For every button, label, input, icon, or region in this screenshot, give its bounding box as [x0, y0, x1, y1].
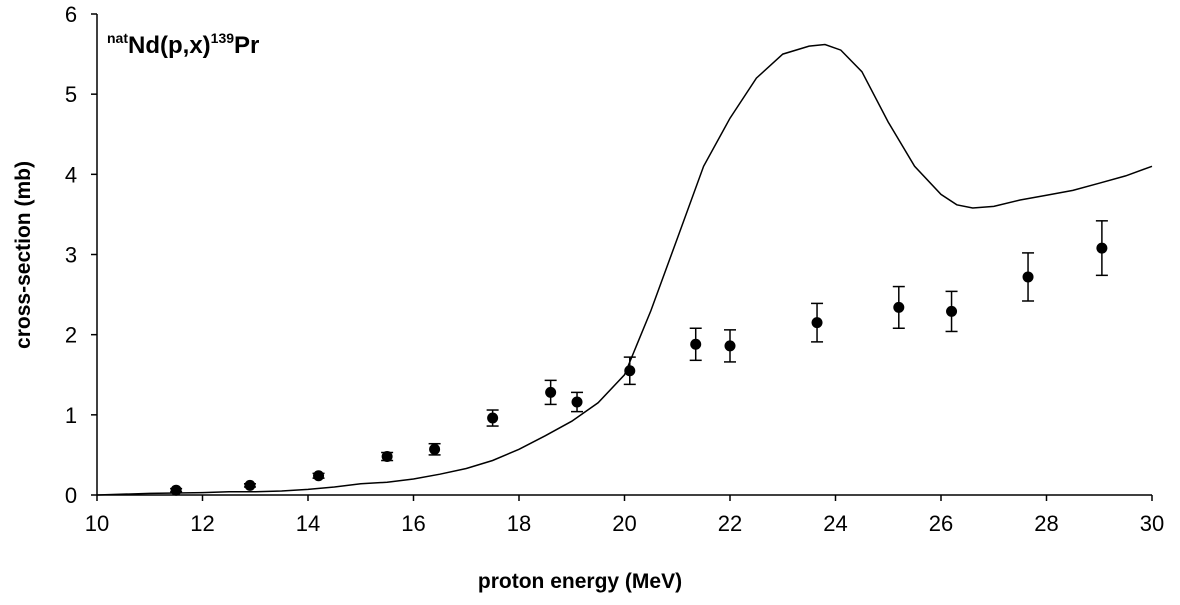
data-marker: [244, 479, 256, 491]
y-tick-label: 3: [65, 243, 77, 268]
data-point: [571, 391, 584, 413]
y-tick-label: 0: [65, 483, 77, 508]
data-marker: [429, 443, 441, 455]
data-point: [623, 356, 636, 386]
model-curve-layer: [96, 43, 1153, 496]
data-point: [544, 379, 557, 406]
y-ticks: 0 1 2 3 4 5 6: [65, 2, 97, 508]
data-point: [689, 327, 702, 362]
y-tick-label: 1: [65, 403, 77, 428]
data-marker: [946, 305, 958, 317]
data-point: [170, 484, 183, 496]
data-marker: [1022, 271, 1034, 283]
annotation-sup-139: 139: [211, 30, 235, 46]
annotation-sup-nat: nat: [107, 30, 128, 46]
x-tick-label: 22: [718, 511, 742, 536]
data-point: [428, 442, 441, 456]
data-marker: [1096, 242, 1108, 254]
x-tick-label: 18: [507, 511, 531, 536]
data-marker: [571, 396, 583, 408]
data-marker: [170, 484, 182, 496]
data-marker: [624, 365, 636, 377]
x-tick-label: 12: [190, 511, 214, 536]
x-tick-label: 26: [929, 511, 953, 536]
x-tick-label: 10: [85, 511, 109, 536]
y-tick-label: 6: [65, 2, 77, 27]
data-marker: [313, 470, 325, 482]
data-point: [811, 302, 824, 343]
x-axis-title: proton energy (MeV): [478, 570, 682, 593]
x-tick-label: 20: [612, 511, 636, 536]
data-point: [1022, 252, 1035, 302]
data-marker: [545, 386, 557, 398]
y-tick-label: 4: [65, 162, 77, 187]
data-point: [312, 470, 325, 482]
y-tick-label: 5: [65, 82, 77, 107]
x-tick-label: 16: [401, 511, 425, 536]
data-marker: [724, 340, 736, 352]
model-curve-line: [96, 43, 1153, 496]
axes: [96, 14, 1152, 496]
data-point: [486, 409, 499, 427]
data-marker: [381, 451, 393, 463]
reaction-annotation: natNd(p,x)139Pr: [107, 30, 259, 59]
data-marker: [690, 338, 702, 350]
y-tick-label: 2: [65, 323, 77, 348]
data-marker: [893, 301, 905, 313]
data-point: [945, 290, 958, 333]
data-point: [243, 479, 256, 491]
data-point: [381, 451, 394, 463]
data-point: [724, 329, 736, 363]
data-point: [892, 285, 905, 330]
data-points-layer: [170, 220, 1108, 496]
x-tick-label: 24: [823, 511, 847, 536]
x-tick-label: 30: [1140, 511, 1164, 536]
x-tick-label: 14: [296, 511, 320, 536]
annotation-main-1: Nd(p,x): [128, 32, 211, 59]
x-tick-label: 28: [1034, 511, 1058, 536]
data-marker: [487, 412, 499, 424]
data-point: [1095, 220, 1108, 277]
annotation-main-2: Pr: [234, 32, 259, 59]
y-axis-title: cross-section (mb): [12, 161, 35, 349]
data-marker: [811, 317, 823, 329]
x-ticks: 10 12 14 16 18 20 22 24 26 28 30: [85, 495, 1164, 536]
